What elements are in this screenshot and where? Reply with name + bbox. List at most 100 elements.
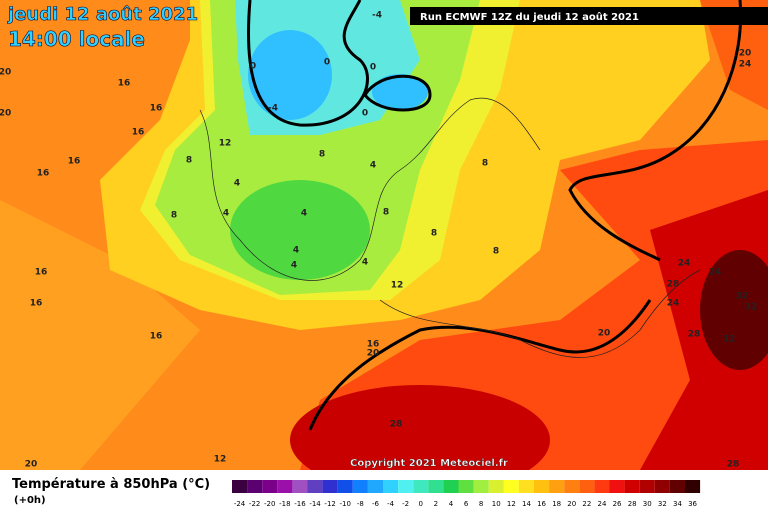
contour-label: 16 — [30, 299, 43, 309]
temperature-area — [0, 200, 200, 470]
contour-label: 4 — [370, 161, 376, 171]
scale-label: 22 — [582, 500, 591, 508]
temperature-area — [700, 0, 768, 110]
contour-label: 0 — [324, 58, 330, 68]
scale-label: -22 — [249, 500, 260, 508]
date: jeudi 12 août 2021 — [7, 4, 198, 25]
contour-label: 20 — [0, 68, 11, 78]
legend-subtitle: (+0h) — [14, 495, 46, 506]
contour-label: 0 — [362, 109, 368, 119]
contour-label: 28 — [727, 460, 740, 470]
color-cell — [247, 480, 263, 493]
contour-label: 16 — [150, 104, 163, 114]
scale-label: 36 — [688, 500, 697, 508]
contour-label: 8 — [482, 159, 488, 169]
color-cell — [549, 480, 565, 493]
color-cell — [488, 480, 504, 493]
scale-label: -8 — [357, 500, 364, 508]
contour-label: 4 — [293, 246, 299, 256]
contour-label: 28 — [390, 420, 403, 430]
temperature-area — [372, 74, 428, 110]
contour-label: 20 — [739, 49, 752, 59]
scale-label: 30 — [643, 500, 652, 508]
scale-label: -16 — [294, 500, 306, 508]
color-cell — [413, 480, 429, 493]
contour-label: 0 — [250, 62, 256, 72]
scale-label: 26 — [613, 500, 622, 508]
color-cell — [654, 480, 670, 493]
contour-label: 16 — [118, 79, 131, 89]
contour-label: 4 — [362, 258, 368, 268]
scale-label: 34 — [673, 500, 682, 508]
contour-label: 20 — [367, 349, 380, 359]
contour-label: 16 — [37, 169, 50, 179]
contour-label: 24 — [667, 299, 680, 309]
contour-label: 12 — [391, 281, 404, 291]
temperature-area — [700, 250, 768, 370]
color-cell — [307, 480, 323, 493]
contour-label: 8 — [383, 208, 389, 218]
scale-label: -10 — [340, 500, 351, 508]
scale-label: -6 — [372, 500, 380, 508]
color-cell — [443, 480, 459, 493]
color-cell — [322, 480, 338, 493]
color-cell — [383, 480, 399, 493]
scale-label: 16 — [537, 500, 546, 508]
scale-label: 14 — [522, 500, 531, 508]
color-cell — [579, 480, 595, 493]
contour-label: 4 — [301, 209, 307, 219]
color-cell — [458, 480, 474, 493]
color-cell — [503, 480, 519, 493]
contour-label: 32 — [736, 292, 749, 302]
contour-label: 4 — [291, 261, 297, 271]
contour-label: 16 — [132, 128, 145, 138]
contour-label: 0 — [370, 63, 376, 73]
contour-label: 12 — [214, 455, 227, 465]
temperature-area — [248, 30, 332, 120]
contour-label: 16 — [150, 332, 163, 342]
color-scale: -24 -22 -20 -18 -16 -14 -12 -10 -8 -6 -4 -2 0 2 4 6 8 10 1… — [232, 480, 701, 508]
temperature-area — [230, 180, 370, 280]
contour-label: 20 — [598, 329, 611, 339]
color-cell — [534, 480, 550, 493]
color-cell — [594, 480, 610, 493]
contour-label: 24 — [678, 259, 691, 269]
color-cell — [609, 480, 625, 493]
scale-label: -12 — [324, 500, 335, 508]
scale-label: -14 — [309, 500, 321, 508]
contour-label: 28 — [667, 280, 680, 290]
contour-label: 12 — [219, 139, 232, 149]
scale-label: -24 — [234, 500, 246, 508]
scale-label: 12 — [507, 500, 516, 508]
scale-label: 0 — [419, 500, 423, 508]
contour-label: 8 — [431, 229, 437, 239]
contour-label: 24 — [739, 60, 752, 70]
scale-label: -4 — [387, 500, 395, 508]
scale-label: 20 — [567, 500, 576, 508]
temperature-area — [290, 385, 550, 495]
color-cell — [639, 480, 655, 493]
color-cell — [669, 480, 685, 493]
run-info: Run ECMWF 12Z du jeudi 12 août 2021 — [420, 11, 639, 23]
color-cell — [352, 480, 368, 493]
scale-label: -20 — [264, 500, 275, 508]
color-cell — [262, 480, 278, 493]
color-cell — [428, 480, 444, 493]
contour-label: 16 — [68, 157, 81, 167]
contour-lines — [247, 0, 743, 431]
contour-label: 16 — [35, 268, 48, 278]
contour-label: 20 — [25, 460, 38, 470]
contour-label: 8 — [186, 156, 192, 166]
scale-label: 8 — [479, 500, 483, 508]
color-cell — [367, 480, 383, 493]
color-cell — [292, 480, 308, 493]
scale-label: 28 — [628, 500, 637, 508]
color-cell — [232, 480, 248, 493]
contour-label: 4 — [223, 209, 229, 219]
color-cell — [277, 480, 293, 493]
scale-label: 18 — [552, 500, 561, 508]
scale-label: 32 — [658, 500, 667, 508]
color-cell — [685, 480, 701, 493]
